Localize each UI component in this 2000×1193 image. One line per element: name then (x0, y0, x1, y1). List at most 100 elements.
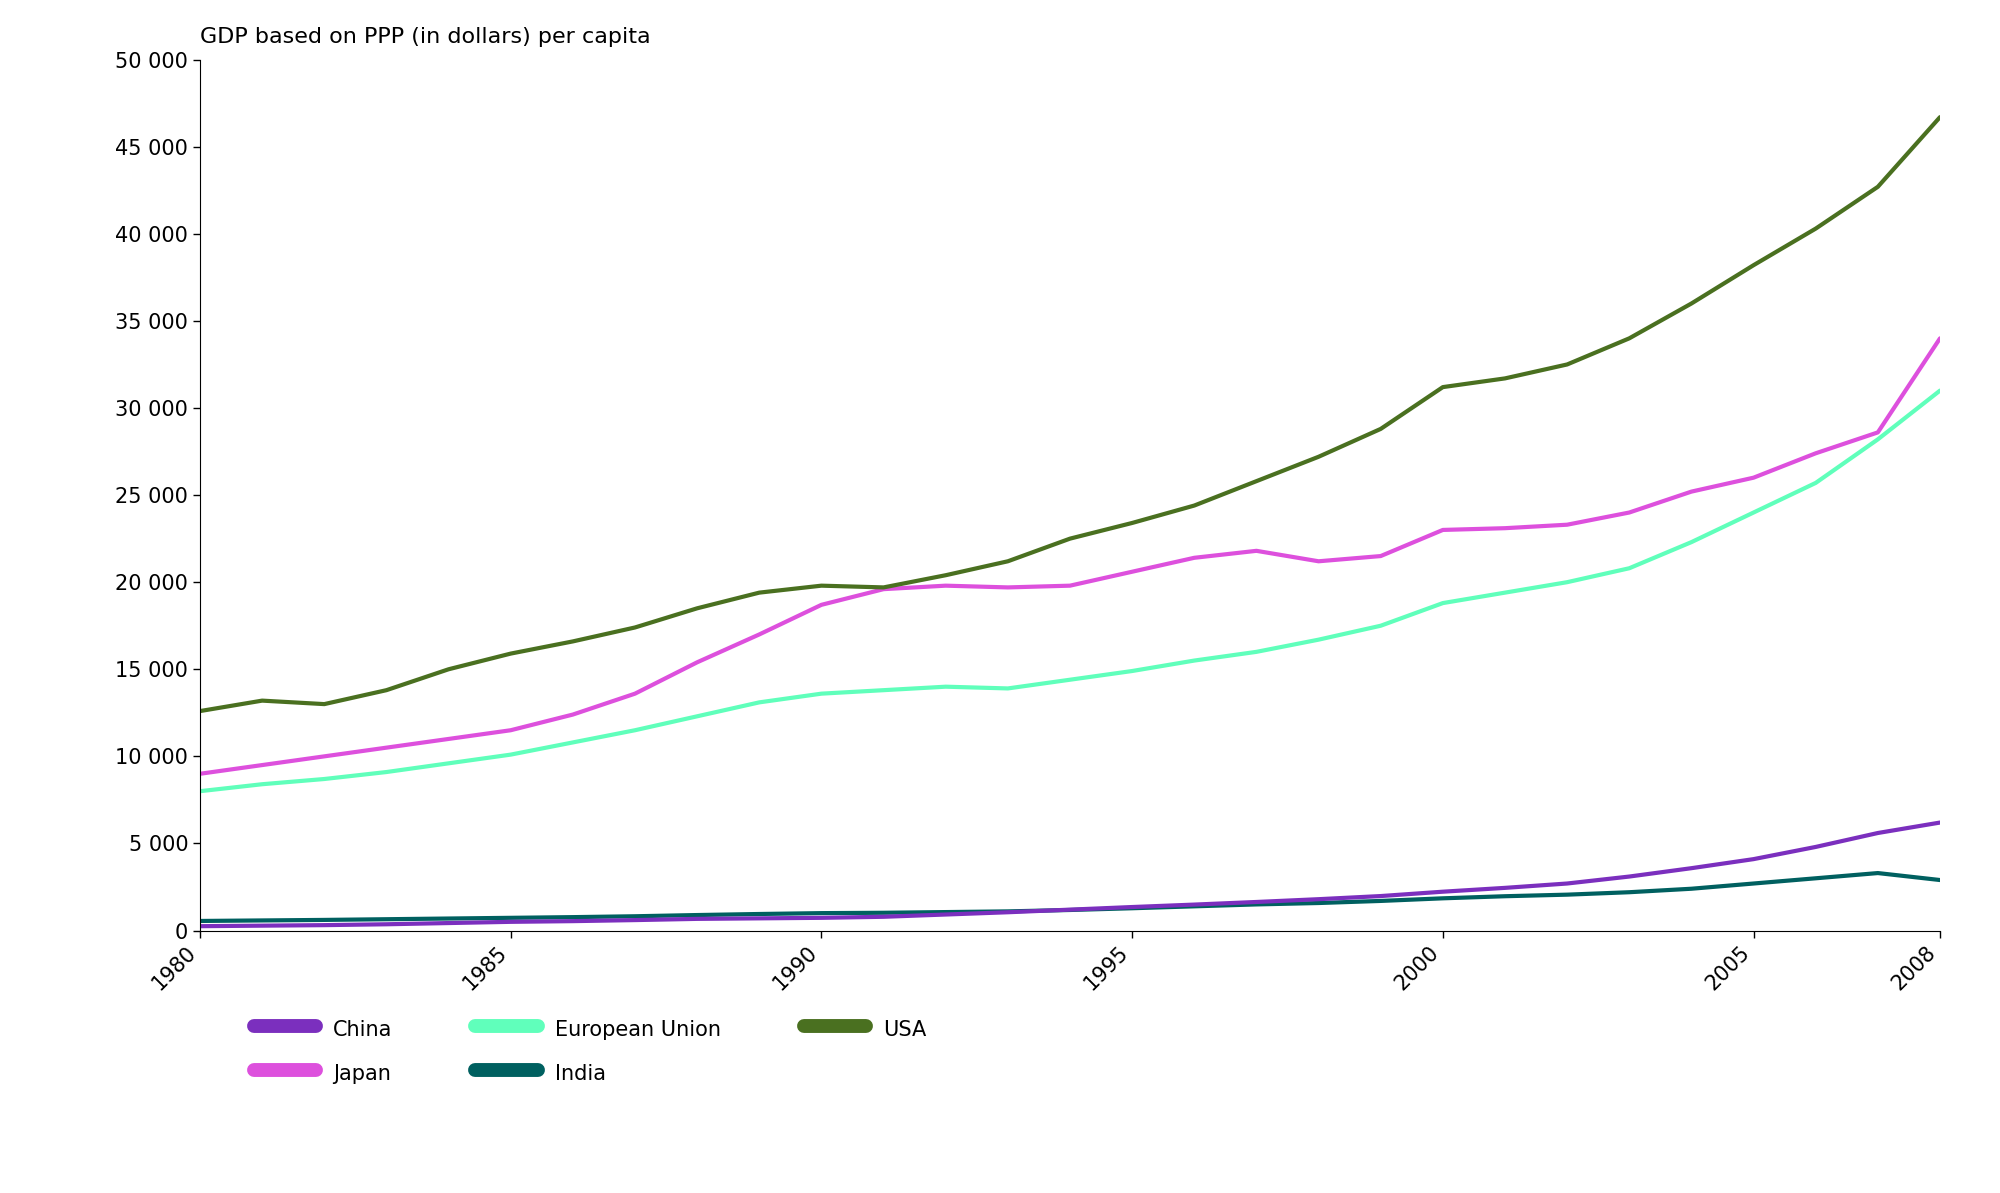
India (1120, 901, 1144, 915)
Japan (312, 749, 336, 764)
China (498, 915, 522, 929)
USA (1742, 258, 1766, 272)
European Union (436, 756, 460, 771)
India (1618, 885, 1642, 900)
Line: India: India (200, 873, 1940, 921)
China (1368, 889, 1392, 903)
Japan (1804, 446, 1828, 460)
India (1556, 888, 1580, 902)
European Union (996, 681, 1020, 696)
Line: European Union: European Union (200, 390, 1940, 791)
Line: Japan: Japan (200, 339, 1940, 774)
USA (188, 704, 212, 718)
USA (1492, 371, 1518, 385)
European Union (872, 684, 896, 698)
India (686, 908, 710, 922)
Japan (748, 628, 772, 642)
Japan (250, 758, 274, 772)
USA (1866, 180, 1890, 194)
USA (1058, 532, 1082, 546)
European Union (1430, 596, 1454, 611)
India (250, 914, 274, 928)
Japan (1742, 470, 1766, 484)
India (872, 905, 896, 920)
China (312, 917, 336, 932)
China (1866, 826, 1890, 840)
Japan (872, 582, 896, 596)
USA (312, 697, 336, 711)
China (374, 917, 398, 932)
Japan (436, 731, 460, 746)
China (1618, 870, 1642, 884)
Japan (560, 707, 584, 722)
European Union (188, 784, 212, 798)
India (374, 913, 398, 927)
India (1182, 900, 1206, 914)
China (250, 919, 274, 933)
USA (560, 635, 584, 649)
India (1742, 877, 1766, 891)
India (1058, 903, 1082, 917)
USA (1368, 422, 1392, 437)
European Union (1742, 506, 1766, 520)
Japan (1120, 564, 1144, 579)
USA (374, 684, 398, 698)
Japan (374, 741, 398, 755)
India (624, 909, 648, 923)
European Union (1804, 476, 1828, 490)
Japan (1492, 521, 1518, 536)
USA (498, 647, 522, 661)
USA (686, 601, 710, 616)
Japan (498, 723, 522, 737)
USA (1618, 332, 1642, 346)
Line: China: China (200, 822, 1940, 926)
USA (934, 568, 958, 582)
Japan (1058, 579, 1082, 593)
Japan (624, 686, 648, 700)
China (1928, 815, 1952, 829)
China (1430, 884, 1454, 898)
Japan (1680, 484, 1704, 499)
European Union (1244, 644, 1268, 659)
European Union (1556, 575, 1580, 589)
Legend: China, Japan, European Union, India, USA: China, Japan, European Union, India, USA (246, 1008, 934, 1094)
USA (1680, 296, 1704, 310)
USA (1928, 110, 1952, 124)
India (188, 914, 212, 928)
India (1244, 897, 1268, 911)
China (686, 911, 710, 926)
USA (1556, 358, 1580, 372)
European Union (374, 765, 398, 779)
USA (872, 580, 896, 594)
India (498, 910, 522, 925)
Japan (996, 580, 1020, 594)
USA (624, 620, 648, 635)
Japan (686, 655, 710, 669)
European Union (1058, 673, 1082, 687)
Japan (810, 598, 834, 612)
China (934, 908, 958, 922)
China (1306, 892, 1330, 907)
European Union (1680, 534, 1704, 549)
India (1492, 889, 1518, 903)
China (996, 905, 1020, 920)
India (810, 905, 834, 920)
China (872, 909, 896, 923)
European Union (1492, 586, 1518, 600)
European Union (1182, 654, 1206, 668)
USA (250, 693, 274, 707)
Japan (1244, 544, 1268, 558)
China (1120, 900, 1144, 914)
China (1556, 877, 1580, 891)
Japan (1556, 518, 1580, 532)
China (560, 914, 584, 928)
India (1866, 866, 1890, 880)
China (1804, 840, 1828, 854)
USA (748, 586, 772, 600)
Japan (1306, 554, 1330, 568)
European Union (1928, 383, 1952, 397)
China (1182, 897, 1206, 911)
India (1306, 896, 1330, 910)
China (624, 913, 648, 927)
Japan (1618, 506, 1642, 520)
